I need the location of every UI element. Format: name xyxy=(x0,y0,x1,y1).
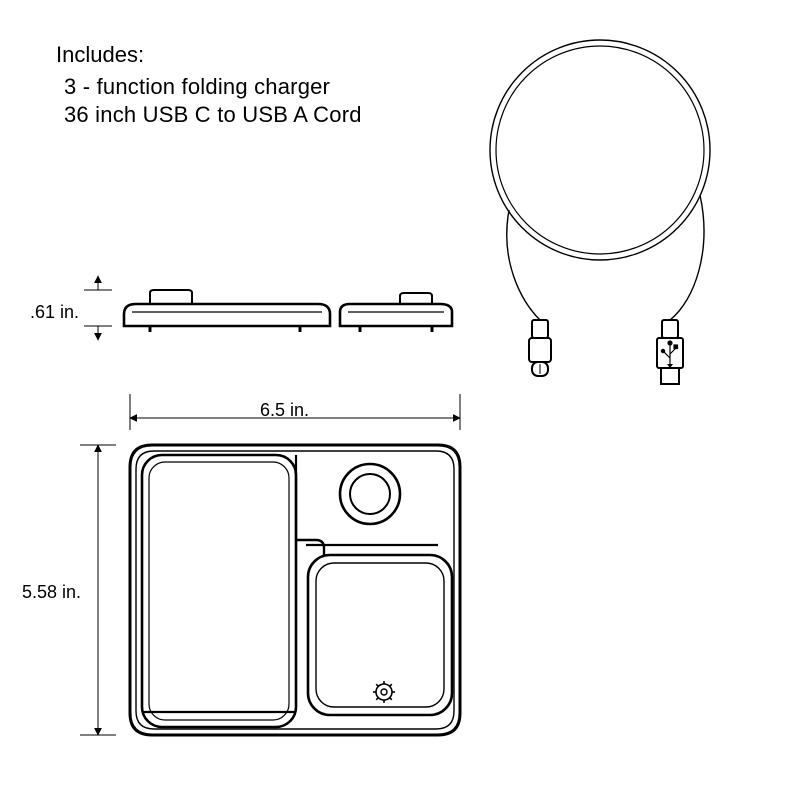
usb-a-connector-icon xyxy=(657,320,683,384)
usb-c-connector-icon xyxy=(529,320,551,376)
dim-width-label: 6.5 in. xyxy=(260,400,309,421)
dim-height-label: 5.58 in. xyxy=(22,582,81,603)
includes-heading: Includes: xyxy=(56,42,362,68)
gear-icon xyxy=(373,681,395,703)
dim-thickness-label: .61 in. xyxy=(30,302,79,323)
side-view xyxy=(84,276,452,340)
includes-line-1: 3 - function folding charger xyxy=(64,74,362,100)
watch-puck-icon xyxy=(340,464,400,524)
usb-cable-icon xyxy=(490,40,710,384)
top-view xyxy=(80,394,460,735)
includes-line-2: 36 inch USB C to USB A Cord xyxy=(64,102,362,128)
